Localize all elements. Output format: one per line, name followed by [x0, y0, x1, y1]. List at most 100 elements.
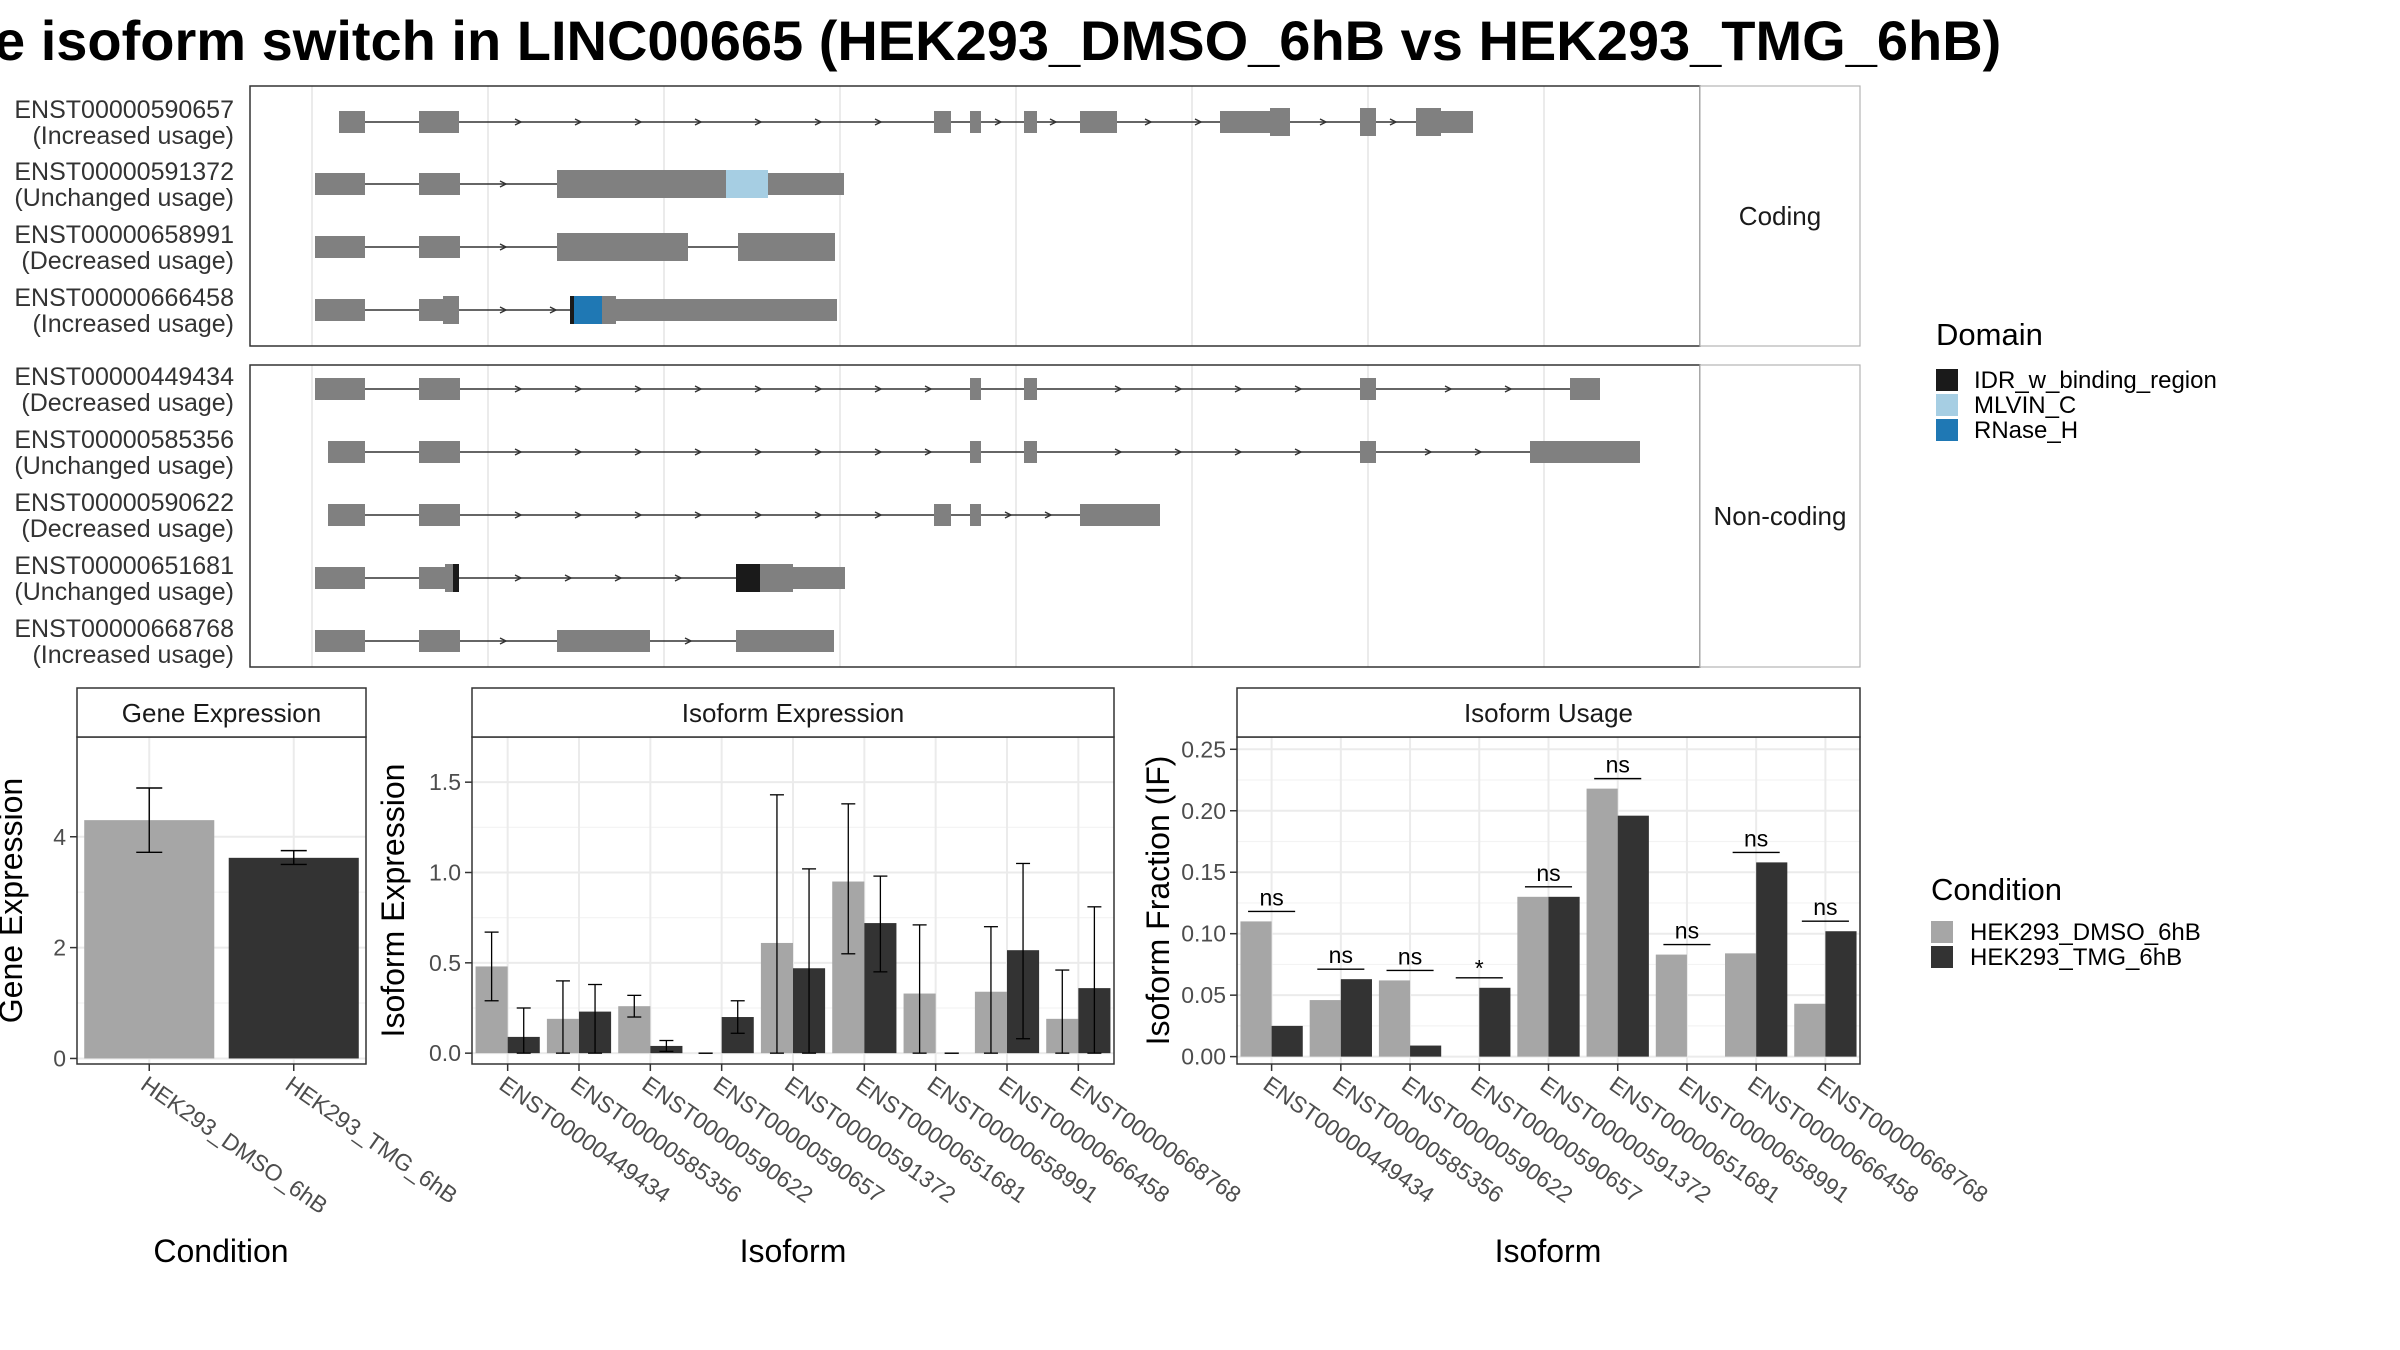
intron-arrow	[514, 118, 523, 126]
legend-domain-key	[1936, 394, 1958, 416]
legend-condition-label: HEK293_TMG_6hB	[1970, 944, 2182, 971]
bar	[1548, 896, 1580, 1057]
exon	[557, 170, 726, 198]
intron-arrow	[1174, 385, 1183, 393]
x-axis-title: Isoform	[1495, 1233, 1602, 1269]
exon	[1024, 378, 1037, 400]
legend-condition-title: Condition	[1931, 872, 2062, 907]
intron-arrow	[694, 385, 703, 393]
exon	[328, 441, 365, 463]
intron-arrow	[574, 118, 583, 126]
exon	[1530, 441, 1640, 463]
y-tick-label: 0	[53, 1045, 66, 1071]
significance-label: *	[1475, 955, 1484, 981]
y-tick-label: 0.15	[1181, 859, 1226, 885]
y-tick-label: 1.0	[429, 859, 461, 885]
bar	[1378, 980, 1411, 1057]
intron-arrow	[1144, 118, 1153, 126]
intron-arrow	[814, 385, 823, 393]
exon	[557, 233, 688, 261]
transcript-usage-label: (Decreased usage)	[21, 247, 234, 275]
exon	[315, 236, 365, 258]
exon	[1270, 108, 1290, 136]
transcript-id-label: ENST00000666458	[14, 284, 234, 312]
intron-arrow	[1234, 385, 1243, 393]
significance-label: ns	[1329, 942, 1353, 968]
bar	[1309, 1000, 1341, 1057]
y-tick-label: 0.10	[1181, 921, 1226, 947]
intron-arrow	[564, 574, 573, 582]
intron-arrow	[1114, 385, 1123, 393]
bar	[1655, 954, 1687, 1057]
y-tick-label: 0.5	[429, 950, 461, 976]
intron-arrow	[1294, 385, 1303, 393]
chart-title: e isoform switch in LINC00665 (HEK293_DM…	[0, 9, 2001, 72]
facet-label-coding: Coding	[1739, 201, 1821, 231]
intron-arrow	[684, 637, 693, 645]
intron-arrow	[994, 118, 1003, 126]
domain-rnase-h	[574, 296, 602, 324]
exon	[970, 504, 981, 526]
intron-arrow	[514, 511, 523, 519]
y-tick-label: 0.00	[1181, 1044, 1226, 1070]
legend-condition-label: HEK293_DMSO_6hB	[1970, 919, 2201, 946]
transcript-id-label: ENST00000590622	[14, 489, 234, 517]
intron-arrow	[1234, 448, 1243, 456]
intron-arrow	[874, 511, 883, 519]
bar	[1410, 1045, 1442, 1057]
legend-domain-key	[1936, 369, 1958, 391]
y-axis-title: Gene Expression	[0, 778, 29, 1023]
intron-arrow	[814, 448, 823, 456]
exon	[1024, 111, 1037, 133]
intron-arrow	[874, 118, 883, 126]
intron-arrow	[574, 511, 583, 519]
exon	[768, 173, 844, 195]
exon	[1441, 111, 1473, 133]
intron-arrow	[674, 574, 683, 582]
transcript-usage-label: (Unchanged usage)	[14, 578, 234, 606]
panel-strip	[1236, 687, 1861, 738]
exon	[315, 567, 365, 589]
intron-arrow	[574, 385, 583, 393]
bar	[1617, 815, 1649, 1057]
intron-arrow	[814, 511, 823, 519]
transcript-usage-label: (Decreased usage)	[21, 515, 234, 543]
bar	[1756, 862, 1788, 1057]
significance-label: ns	[1744, 825, 1768, 851]
intron-arrow	[1114, 448, 1123, 456]
bar	[1240, 921, 1272, 1057]
legend-domain-key	[1936, 419, 1958, 441]
bar	[1340, 979, 1372, 1057]
domain-idr-w-binding-region	[453, 564, 459, 592]
significance-label: ns	[1398, 943, 1422, 969]
exon	[793, 567, 845, 589]
intron-arrow	[1444, 385, 1453, 393]
intron-arrow	[1474, 448, 1483, 456]
intron-arrow	[874, 385, 883, 393]
y-tick-label: 0.20	[1181, 798, 1226, 824]
transcript-usage-label: (Decreased usage)	[21, 389, 234, 417]
y-tick-label: 0.05	[1181, 982, 1226, 1008]
panel-title: Isoform Expression	[682, 698, 905, 728]
exon	[419, 173, 460, 195]
intron-arrow	[634, 511, 643, 519]
exon	[419, 378, 460, 400]
transcript-id-label: ENST00000449434	[14, 363, 234, 391]
intron-arrow	[514, 448, 523, 456]
bar	[1586, 788, 1618, 1057]
intron-arrow	[549, 306, 558, 314]
exon	[445, 564, 453, 592]
exon	[1080, 111, 1117, 133]
intron-arrow	[1004, 511, 1013, 519]
intron-arrow	[514, 385, 523, 393]
transcript-id-label: ENST00000585356	[14, 426, 234, 454]
exon	[934, 504, 951, 526]
intron-arrow	[1424, 448, 1433, 456]
intron-arrow	[514, 574, 523, 582]
intron-arrow	[614, 574, 623, 582]
significance-label: ns	[1813, 894, 1837, 920]
intron-arrow	[634, 118, 643, 126]
exon	[1220, 111, 1270, 133]
intron-arrow	[1194, 118, 1203, 126]
facet-strip	[1699, 85, 1861, 347]
